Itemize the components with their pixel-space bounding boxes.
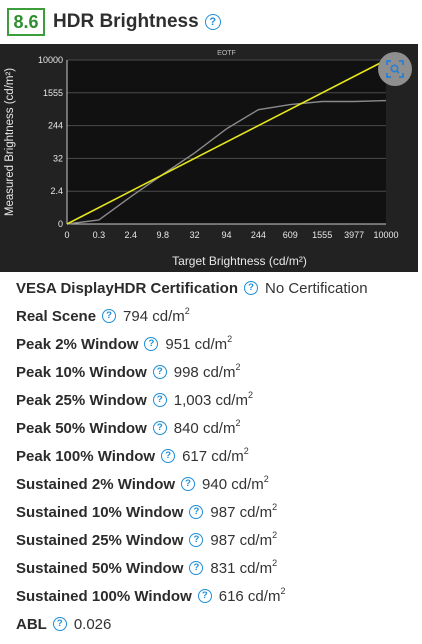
eotf-chart: 0 0.3 2.4 9.8 32 94 244 609 1555 3977 10000 0 2.4 32 2… [0,44,418,272]
measured-eotf-line [66,99,387,225]
measurement-label: Real Scene [16,307,97,325]
help-icon[interactable]: ? [152,421,167,435]
help-icon[interactable]: ? [161,449,176,463]
target-eotf-line [66,59,387,225]
measurement-value: 940 cd/m2 [202,474,269,493]
help-icon[interactable]: ? [181,477,196,491]
measurement-row: Peak 100% Window? 617 cd/m2 [16,442,416,470]
measurement-row: VESA DisplayHDR Certification? No Certifi… [16,274,416,302]
measurement-label: Peak 100% Window [16,447,156,465]
measurement-label: Peak 50% Window [16,419,147,437]
measurement-row: Peak 25% Window? 1,003 cd/m2 [16,386,416,414]
measurement-value: 987 cd/m2 [210,530,278,549]
x-tick-label: 3977 [344,230,364,240]
score-badge: 8.6 [7,8,45,36]
measurement-value: 616 cd/m2 [218,586,286,605]
measurement-value: 617 cd/m2 [182,446,249,465]
help-icon[interactable]: ? [102,309,117,323]
measurement-label: Peak 25% Window [16,391,147,409]
measurement-row: Sustained 50% Window? 831 cd/m2 [16,554,416,582]
zoom-button[interactable] [378,52,412,86]
x-tick-label: 0 [64,230,69,240]
x-tick-label: 10000 [373,230,398,240]
chart-title: EOTF [217,50,236,57]
measurement-value: 987 cd/m2 [210,502,278,521]
measurement-label: Sustained 100% Window [16,587,192,605]
help-icon[interactable]: ? [152,365,167,379]
measurement-value: 840 cd/m2 [173,418,241,437]
help-icon[interactable]: ? [189,561,204,575]
help-icon[interactable]: ? [144,337,159,351]
x-tick-label: 9.8 [156,230,169,240]
x-tick-label: 609 [283,230,298,240]
measurement-row: Sustained 10% Window? 987 cd/m2 [16,498,416,526]
y-tick-label: 32 [53,153,63,163]
measurement-row: Peak 10% Window? 998 cd/m2 [16,358,416,386]
y-tick-label: 2.4 [50,186,63,196]
measurement-label: Sustained 25% Window [16,531,184,549]
measurement-value: 0.026 [73,615,112,633]
measurement-value: 831 cd/m2 [210,558,278,577]
x-tick-label: 1555 [312,230,332,240]
measurement-label: Sustained 10% Window [16,503,184,521]
measurement-row: Real Scene? 794 cd/m2 [16,302,416,330]
x-tick-label: 244 [251,230,266,240]
section-title: HDR Brightness [53,11,199,32]
x-tick-label: 0.3 [93,230,106,240]
y-tick-label: 0 [58,219,63,229]
measurement-value: 794 cd/m2 [123,306,190,325]
measurement-value: No Certification [265,279,368,297]
measurement-row: Sustained 25% Window? 987 cd/m2 [16,526,416,554]
measurement-label: Sustained 50% Window [16,559,184,577]
help-icon[interactable]: ? [152,393,167,407]
y-axis-label: Measured Brightness (cd/m²) [4,68,16,216]
help-icon[interactable]: ? [189,533,204,547]
y-tick-label: 244 [48,121,63,131]
help-icon[interactable]: ? [244,281,258,295]
measurement-label: Peak 2% Window [16,335,139,353]
x-tick-label: 2.4 [125,230,138,240]
measurement-row: Sustained 100% Window? 616 cd/m2 [16,582,416,610]
help-icon[interactable]: ? [52,617,67,631]
measurement-label: Peak 10% Window [16,363,147,381]
measurement-value: 951 cd/m2 [165,334,233,353]
measurement-label: VESA DisplayHDR Certification [16,279,238,297]
zoom-icon [386,60,404,78]
measurement-row: Peak 50% Window? 840 cd/m2 [16,414,416,442]
help-icon[interactable]: ? [204,14,221,30]
measurement-row: Sustained 2% Window? 940 cd/m2 [16,470,416,498]
measurement-row: Peak 2% Window? 951 cd/m2 [16,330,416,358]
measurement-label: Sustained 2% Window [16,475,176,493]
help-icon[interactable]: ? [189,505,204,519]
section-header: 8.6 HDR Brightness ? [7,7,221,37]
y-tick-label: 10000 [38,55,63,65]
x-axis-label: Target Brightness (cd/m²) [172,254,307,268]
measurement-value: 1,003 cd/m2 [173,390,253,409]
x-tick-label: 32 [190,230,200,240]
y-tick-label: 1555 [43,88,63,98]
x-tick-label: 94 [221,230,231,240]
measurement-value: 998 cd/m2 [173,362,241,381]
measurement-row: ABL? 0.026 [16,610,416,638]
help-icon[interactable]: ? [197,589,212,603]
measurement-label: ABL [16,615,47,633]
measurements-list: VESA DisplayHDR Certification? No Certifi… [16,274,416,638]
